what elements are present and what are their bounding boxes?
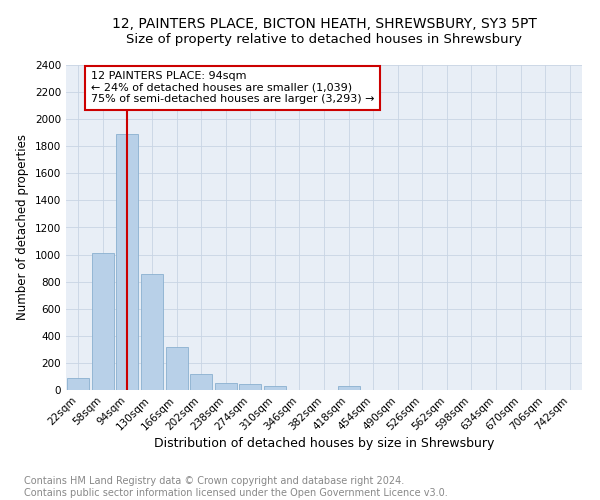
Bar <box>67 378 89 390</box>
Bar <box>166 346 188 390</box>
Bar <box>92 253 114 390</box>
Bar <box>116 134 139 390</box>
Bar <box>264 386 286 390</box>
Text: Contains HM Land Registry data © Crown copyright and database right 2024.
Contai: Contains HM Land Registry data © Crown c… <box>24 476 448 498</box>
Text: 12, PAINTERS PLACE, BICTON HEATH, SHREWSBURY, SY3 5PT: 12, PAINTERS PLACE, BICTON HEATH, SHREWS… <box>112 18 536 32</box>
Bar <box>190 374 212 390</box>
Bar <box>239 384 262 390</box>
Y-axis label: Number of detached properties: Number of detached properties <box>16 134 29 320</box>
Text: 12 PAINTERS PLACE: 94sqm
← 24% of detached houses are smaller (1,039)
75% of sem: 12 PAINTERS PLACE: 94sqm ← 24% of detach… <box>91 71 374 104</box>
Bar <box>141 274 163 390</box>
X-axis label: Distribution of detached houses by size in Shrewsbury: Distribution of detached houses by size … <box>154 438 494 450</box>
Bar <box>215 382 237 390</box>
Text: Size of property relative to detached houses in Shrewsbury: Size of property relative to detached ho… <box>126 32 522 46</box>
Bar <box>338 386 359 390</box>
